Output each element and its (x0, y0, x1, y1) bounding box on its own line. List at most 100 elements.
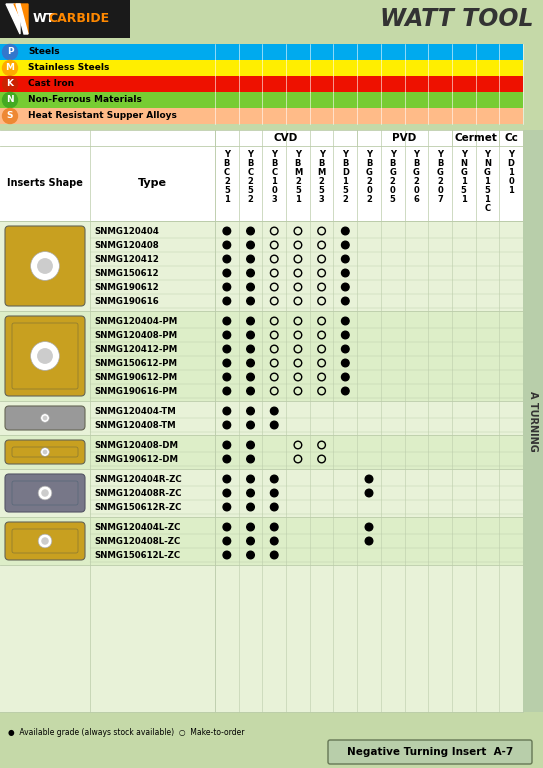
Text: SNMG120408-TM: SNMG120408-TM (94, 421, 175, 429)
Circle shape (342, 283, 349, 291)
Text: 5: 5 (343, 186, 348, 195)
Text: B: B (224, 159, 230, 168)
Circle shape (223, 270, 231, 276)
Circle shape (247, 421, 254, 429)
Text: 1: 1 (461, 177, 466, 186)
Text: 1: 1 (272, 177, 277, 186)
Text: 1: 1 (224, 195, 230, 204)
Text: C: C (224, 168, 230, 177)
Text: SNMG120408-PM: SNMG120408-PM (94, 330, 177, 339)
Text: 5: 5 (461, 186, 466, 195)
Bar (0, 130, 523, 712)
Text: 1: 1 (461, 195, 466, 204)
Text: WATT TOOL: WATT TOOL (380, 7, 533, 31)
Text: Steels: Steels (28, 48, 60, 57)
Text: B: B (342, 159, 349, 168)
Text: 0: 0 (272, 186, 277, 195)
Circle shape (223, 387, 231, 395)
Text: 2: 2 (248, 195, 254, 204)
Circle shape (342, 345, 349, 353)
FancyBboxPatch shape (328, 740, 532, 764)
Text: B: B (295, 159, 301, 168)
Text: SNMG190612: SNMG190612 (94, 283, 159, 292)
Circle shape (342, 387, 349, 395)
Circle shape (342, 373, 349, 381)
FancyBboxPatch shape (5, 440, 85, 464)
Circle shape (3, 61, 17, 75)
Text: SNMG120404: SNMG120404 (94, 227, 159, 236)
Circle shape (3, 45, 17, 59)
Text: SNMG120408L-ZC: SNMG120408L-ZC (94, 537, 180, 545)
Text: SNMG190612-PM: SNMG190612-PM (94, 372, 177, 382)
Circle shape (270, 551, 278, 559)
Circle shape (223, 407, 231, 415)
Text: CVD: CVD (274, 133, 298, 143)
Circle shape (247, 373, 254, 381)
Circle shape (223, 241, 231, 249)
Text: Type: Type (138, 178, 167, 188)
Text: M: M (318, 168, 326, 177)
Text: Y: Y (437, 150, 443, 159)
Text: Inserts Shape: Inserts Shape (7, 178, 83, 188)
Circle shape (365, 475, 373, 483)
Circle shape (223, 421, 231, 429)
Bar (0, 76, 523, 92)
Text: Y: Y (508, 150, 514, 159)
Circle shape (30, 252, 59, 280)
Text: CARBIDE: CARBIDE (48, 12, 109, 25)
Text: D: D (342, 168, 349, 177)
Circle shape (247, 475, 254, 483)
Text: SNMG190616-PM: SNMG190616-PM (94, 386, 177, 396)
Text: N: N (460, 159, 468, 168)
Circle shape (223, 227, 231, 235)
Circle shape (223, 283, 231, 291)
Circle shape (223, 359, 231, 367)
Text: G: G (460, 168, 467, 177)
Text: Y: Y (295, 150, 301, 159)
Text: Y: Y (224, 150, 230, 159)
Text: 5: 5 (295, 186, 301, 195)
Circle shape (223, 255, 231, 263)
Bar (215, 130, 523, 146)
Text: SNMG120412: SNMG120412 (94, 254, 159, 263)
Text: 2: 2 (224, 177, 230, 186)
Text: M: M (294, 168, 302, 177)
Bar (0, 517, 523, 565)
Circle shape (342, 241, 349, 249)
Text: Non-Ferrous Materials: Non-Ferrous Materials (28, 95, 142, 104)
Circle shape (342, 227, 349, 235)
Bar (0, 435, 523, 469)
Text: G: G (413, 168, 420, 177)
Circle shape (223, 441, 231, 449)
Bar (0, 130, 215, 146)
Text: Cast Iron: Cast Iron (28, 80, 74, 88)
Circle shape (247, 270, 254, 276)
Text: PVD: PVD (393, 133, 416, 143)
FancyBboxPatch shape (5, 522, 85, 560)
Circle shape (365, 489, 373, 497)
Text: S: S (7, 111, 13, 121)
Text: Y: Y (461, 150, 467, 159)
Bar (0, 44, 523, 60)
Text: 5: 5 (248, 186, 254, 195)
Circle shape (342, 317, 349, 325)
Text: B: B (366, 159, 372, 168)
Circle shape (38, 535, 52, 548)
Bar (0, 565, 523, 712)
Text: G: G (484, 168, 491, 177)
Text: SNMG190612-DM: SNMG190612-DM (94, 455, 178, 464)
Text: N: N (6, 95, 14, 104)
Text: B: B (271, 159, 277, 168)
Circle shape (342, 359, 349, 367)
Text: SNMG120408R-ZC: SNMG120408R-ZC (94, 488, 181, 498)
Bar (0, 60, 523, 76)
Text: 5: 5 (390, 195, 396, 204)
Bar (523, 130, 543, 712)
Text: SNMG150612-PM: SNMG150612-PM (94, 359, 177, 368)
Text: Cermet: Cermet (454, 133, 497, 143)
Text: Y: Y (390, 150, 396, 159)
FancyBboxPatch shape (5, 226, 85, 306)
Text: 0: 0 (366, 186, 372, 195)
Text: SNMG120412-PM: SNMG120412-PM (94, 345, 177, 353)
Text: SNMG150612: SNMG150612 (94, 269, 159, 277)
